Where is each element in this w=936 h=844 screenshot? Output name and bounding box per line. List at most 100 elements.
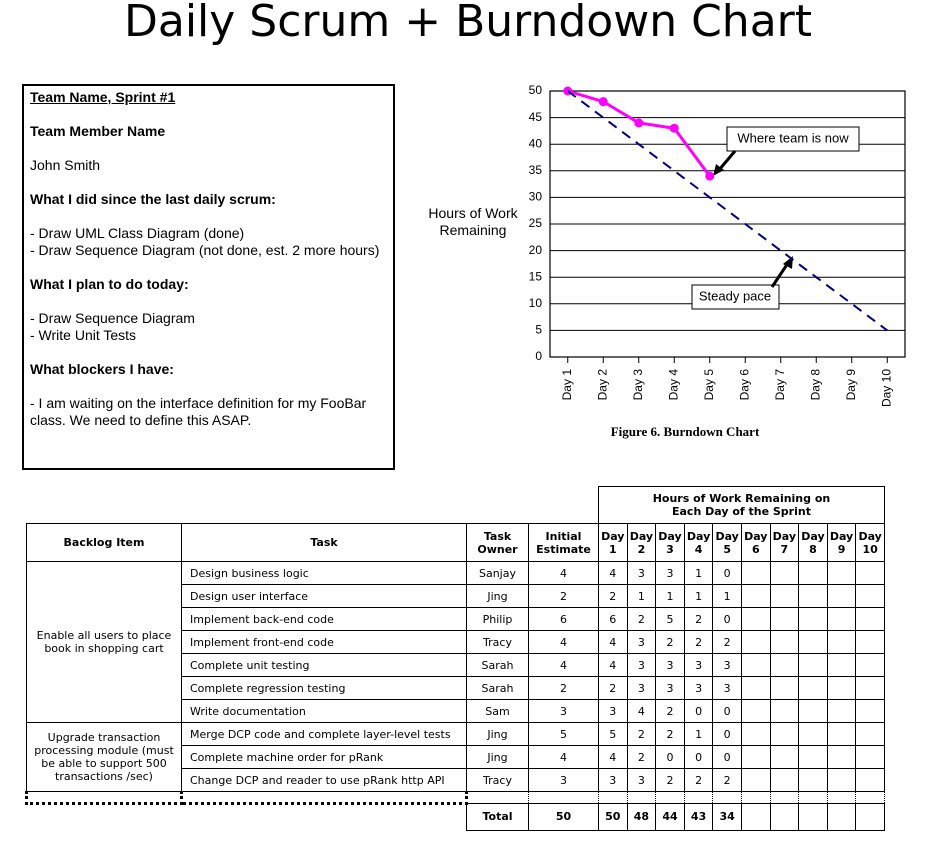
y-tick-label: 45 xyxy=(529,110,543,124)
section-item: - Draw UML Class Diagram (done) xyxy=(30,225,245,241)
day-hours: 0 xyxy=(683,699,714,723)
section-heading: What blockers I have: xyxy=(30,361,174,377)
initial-estimate: 2 xyxy=(528,584,599,608)
y-tick-label: 5 xyxy=(535,323,542,337)
gap-cell xyxy=(826,791,857,804)
gap-cell xyxy=(466,791,529,804)
x-tick-label: Day 8 xyxy=(808,369,822,401)
column-header: Initial Estimate xyxy=(528,523,599,562)
column-header: Day 8 xyxy=(798,523,828,562)
day-hours xyxy=(769,630,800,654)
day-hours xyxy=(769,676,800,700)
task: Change DCP and reader to use pRank http … xyxy=(181,768,467,792)
total-day xyxy=(798,803,828,831)
callout-box xyxy=(691,284,780,310)
day-hours: 0 xyxy=(655,745,685,769)
table-row: Total 50 50 48 44 43 34 xyxy=(27,803,885,831)
section-item: - I am waiting on the interface definiti… xyxy=(30,395,367,428)
x-tick-label: Day 3 xyxy=(631,369,645,401)
day-hours xyxy=(769,722,800,746)
day-hours xyxy=(826,561,857,585)
day-hours xyxy=(740,676,771,700)
gap-cell xyxy=(598,791,628,804)
day-hours xyxy=(798,745,828,769)
task-owner: Philip xyxy=(466,607,529,631)
day-hours: 2 xyxy=(712,768,742,792)
x-tick-label: Day 5 xyxy=(702,369,716,401)
x-tick-label: Day 4 xyxy=(666,369,680,401)
day-hours xyxy=(855,561,885,585)
day-hours xyxy=(769,768,800,792)
series-line xyxy=(567,89,711,178)
annotation: Steady pace xyxy=(699,288,771,303)
series-line xyxy=(567,90,888,332)
x-tick-label: Day 10 xyxy=(879,369,893,407)
total-day xyxy=(740,803,771,831)
day-hours: 3 xyxy=(683,676,714,700)
day-hours xyxy=(798,768,828,792)
table-row xyxy=(25,791,885,805)
task-owner: Sam xyxy=(466,699,529,723)
day-hours: 4 xyxy=(626,699,657,723)
section-items: - Draw Sequence Diagram - Write Unit Test… xyxy=(30,310,387,344)
day-hours: 0 xyxy=(712,607,742,631)
day-hours: 4 xyxy=(598,653,628,677)
day-hours: 5 xyxy=(598,722,628,746)
day-hours xyxy=(740,584,771,608)
day-hours: 1 xyxy=(712,584,742,608)
gap-cell xyxy=(655,791,685,804)
section-items: - Draw UML Class Diagram (done) - Draw Se… xyxy=(30,225,387,259)
member-label: Team Member Name xyxy=(30,123,166,139)
day-hours: 3 xyxy=(655,653,685,677)
day-hours xyxy=(798,630,828,654)
task: Merge DCP code and complete layer-level … xyxy=(181,722,467,746)
callout-arrow xyxy=(717,150,737,171)
day-hours: 2 xyxy=(683,768,714,792)
annotation: Where team is now xyxy=(737,130,849,145)
table-row: Enable all users to place book in shoppi… xyxy=(26,561,885,723)
series-marker xyxy=(598,97,608,107)
backlog-item: Enable all users to place book in shoppi… xyxy=(26,561,182,723)
task: Implement front-end code xyxy=(181,630,467,654)
backlog-item: Upgrade transaction processing module (m… xyxy=(26,722,182,792)
day-hours xyxy=(769,699,800,723)
day-hours: 2 xyxy=(626,607,657,631)
day-hours xyxy=(855,630,885,654)
member-name: John Smith xyxy=(30,157,101,173)
y-axis-label: Hours of Work Remaining xyxy=(428,205,518,238)
task: Implement back-end code xyxy=(181,607,467,631)
y-tick-label: 0 xyxy=(535,349,542,363)
y-tick-label: 20 xyxy=(529,243,543,257)
table-row: Upgrade transaction processing module (m… xyxy=(26,722,885,792)
day-hours xyxy=(855,653,885,677)
initial-estimate: 2 xyxy=(528,676,599,700)
column-header: Day 9 xyxy=(826,523,857,562)
column-header: Day 5 xyxy=(712,523,742,562)
series-marker xyxy=(705,171,715,181)
gap-cell xyxy=(25,791,183,805)
callout-arrow xyxy=(770,262,790,288)
day-hours xyxy=(769,745,800,769)
total-day: 50 xyxy=(598,803,628,831)
day-hours xyxy=(826,768,857,792)
gap-cell xyxy=(683,791,714,804)
series-marker xyxy=(669,123,679,133)
day-hours: 3 xyxy=(626,676,657,700)
day-hours: 1 xyxy=(626,584,657,608)
day-hours xyxy=(855,584,885,608)
day-hours: 1 xyxy=(683,561,714,585)
initial-estimate: 5 xyxy=(528,722,599,746)
day-hours: 2 xyxy=(626,722,657,746)
table-row: Hours of Work Remaining on Each Day of t… xyxy=(27,486,885,524)
day-hours xyxy=(740,653,771,677)
total-day xyxy=(769,803,800,831)
day-hours xyxy=(740,745,771,769)
day-hours: 1 xyxy=(683,584,714,608)
backlog-table: Hours of Work Remaining on Each Day of t… xyxy=(25,486,885,831)
day-hours: 2 xyxy=(655,630,685,654)
day-hours xyxy=(826,630,857,654)
task-owner: Jing xyxy=(466,745,529,769)
day-hours: 4 xyxy=(598,745,628,769)
day-hours: 0 xyxy=(712,745,742,769)
column-header: Day 2 xyxy=(626,523,657,562)
